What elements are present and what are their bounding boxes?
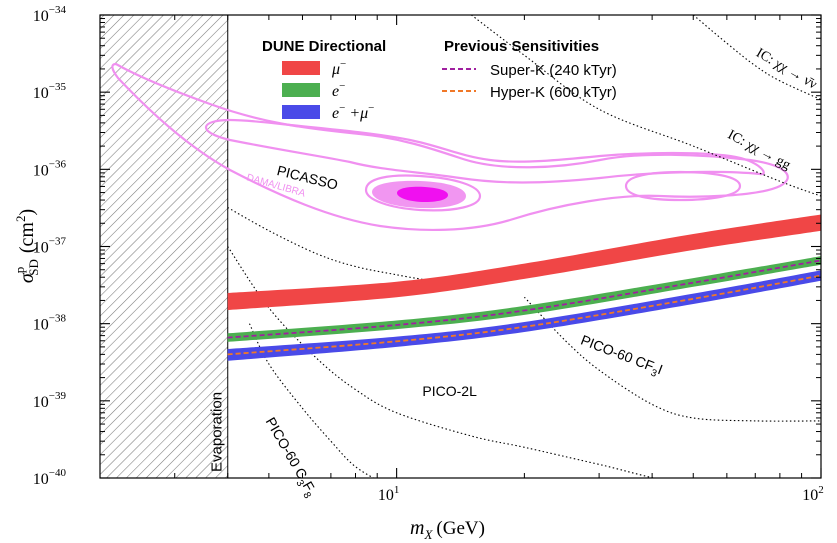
- legend-label-1: e−: [332, 80, 345, 100]
- legend: DUNE Directional Previous Sensitivities …: [262, 38, 617, 122]
- legend-swatch-1: [282, 83, 320, 97]
- y-tick-label-5: 10−35: [33, 81, 67, 102]
- band-0: [227, 214, 821, 311]
- legend-swatch-2: [282, 105, 320, 119]
- dama-contour-outer: [111, 62, 789, 232]
- legend-prev-label-1: Hyper-K (600 kTyr): [490, 84, 617, 101]
- dama-contour-inner: [364, 174, 482, 212]
- dama-contour-mid: [205, 118, 765, 184]
- y-tick-label-1: 10−39: [33, 390, 67, 411]
- limit-label-1: PICO-2L: [422, 383, 477, 399]
- sensitivity-line-0: [227, 259, 821, 339]
- band-2: [227, 270, 821, 361]
- limit-label-2: PICO-60 CF3I: [577, 332, 665, 382]
- evaporation-label: Evaporation: [209, 392, 226, 472]
- x-axis-label: mX (GeV): [410, 517, 485, 542]
- y-tick-label-0: 10−40: [33, 467, 67, 488]
- legend-prev-title: Previous Sensitivities: [444, 38, 599, 55]
- limit-curve-0: [227, 207, 431, 282]
- dama-core-fill: [397, 186, 448, 202]
- legend-label-0: μ−: [331, 58, 346, 78]
- limit-curve-1: [227, 246, 657, 478]
- x-tick-label-1: 102: [802, 484, 824, 504]
- evaporation-region: [99, 14, 229, 479]
- legend-label-2: e− +μ−: [332, 102, 374, 122]
- legend-dune-title: DUNE Directional: [262, 38, 386, 55]
- limit-curve-2: [523, 296, 821, 422]
- legend-prev-label-0: Super-K (240 kTyr): [490, 62, 617, 79]
- limit-label-4: IC: χχ → ν̄ν: [753, 46, 819, 93]
- sensitivity-line-1: [227, 274, 821, 356]
- legend-swatch-0: [282, 61, 320, 75]
- x-tick-label-0: 101: [378, 484, 400, 504]
- limit-curve-3: [249, 323, 375, 478]
- limit-curve-5: [471, 15, 821, 197]
- limit-label-3: PICO-60 C3F8: [259, 414, 321, 501]
- y-tick-label-6: 10−34: [33, 4, 67, 25]
- limit-curve-4: [692, 15, 821, 101]
- y-tick-label-4: 10−36: [33, 158, 67, 179]
- y-axis-label: σpSD(cm2): [12, 209, 41, 283]
- dama-contour-right: [624, 170, 742, 202]
- y-tick-label-2: 10−38: [33, 313, 67, 334]
